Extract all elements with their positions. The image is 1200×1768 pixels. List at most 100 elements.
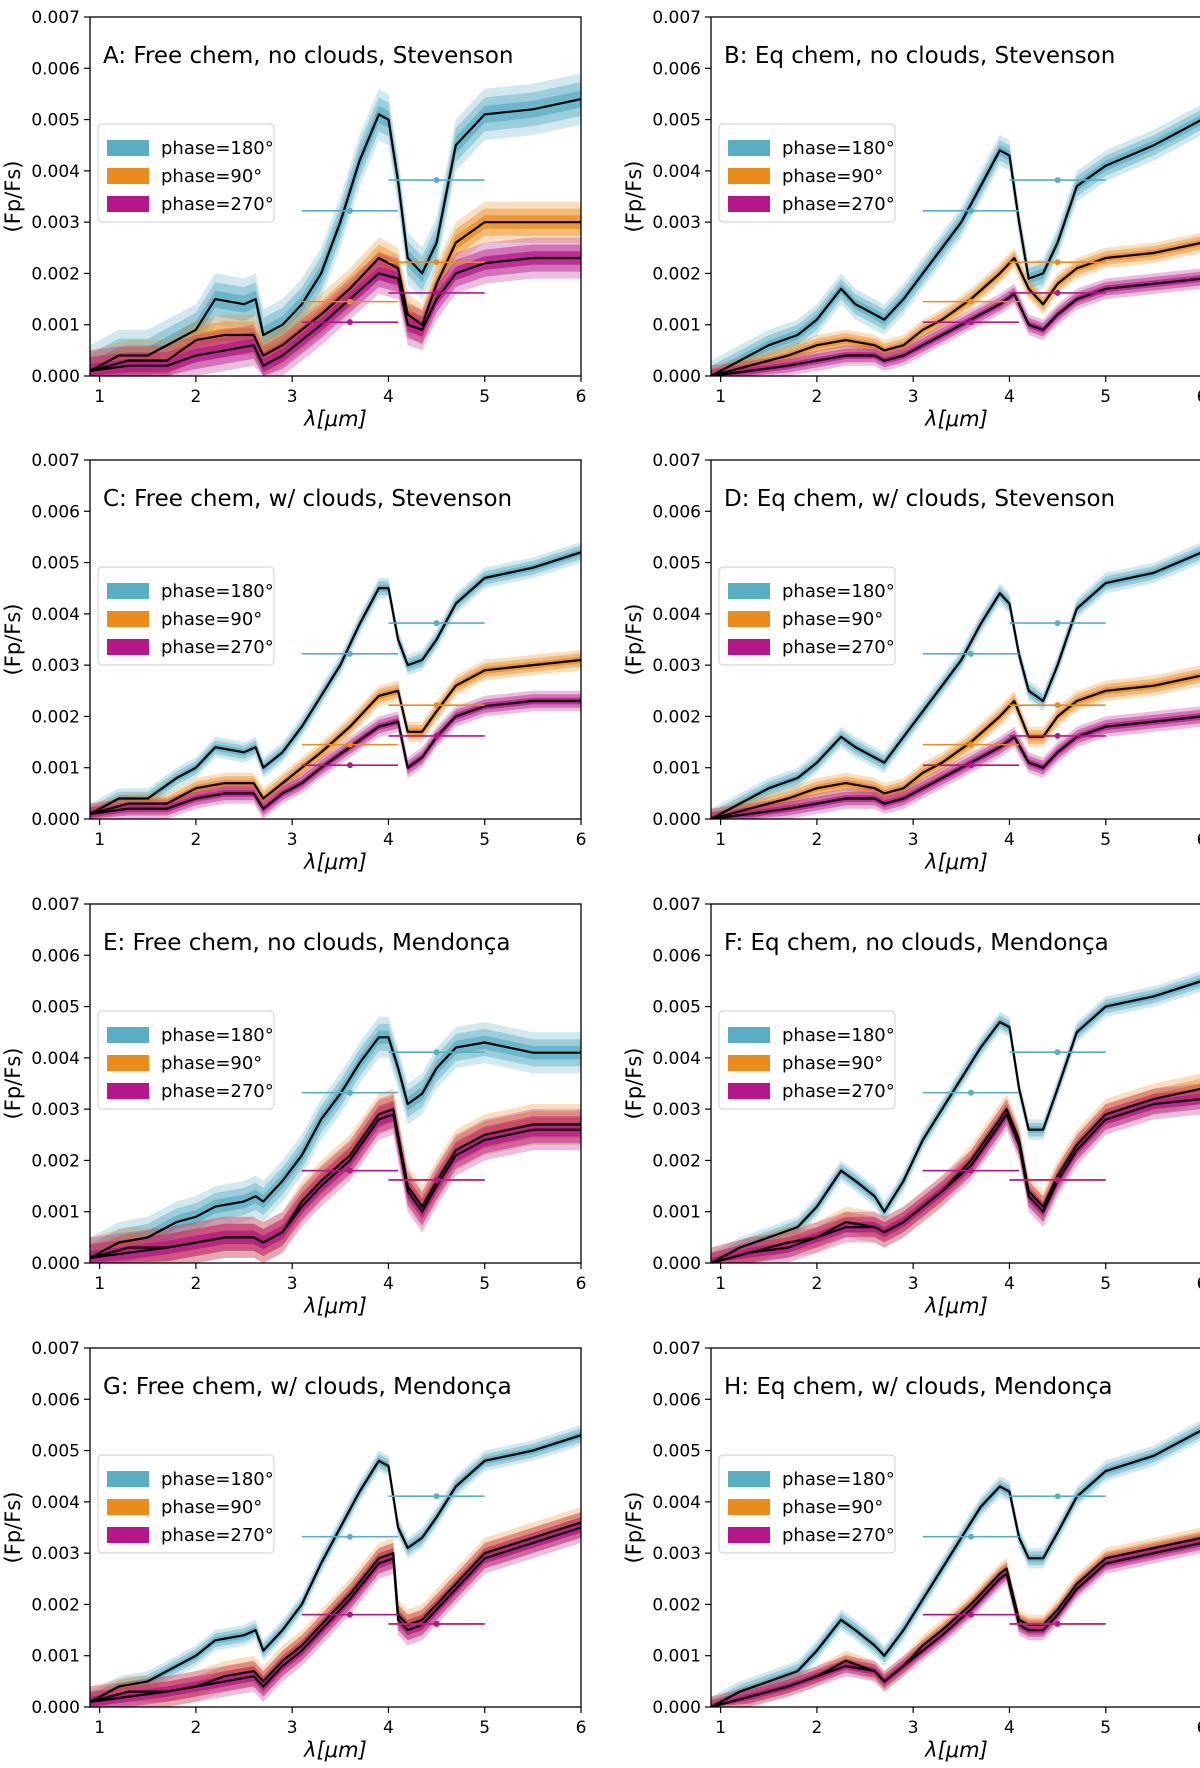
band-phase180-1 <box>711 971 1200 1263</box>
x-axis-label: λ[μm] <box>303 850 367 874</box>
y-axis-label: (Fp/Fs) <box>622 604 646 676</box>
panel-a: 1 2 3 4 5 6 0.000 0.001 0.002 0.003 0.004 0.005 0.00… <box>1 8 586 431</box>
plot-area <box>711 542 1200 819</box>
x-tick-label: 3 <box>287 1274 298 1294</box>
legend-swatch <box>728 1027 770 1043</box>
x-tick-label: 1 <box>715 1718 726 1738</box>
y-tick-label: 0.006 <box>31 946 80 966</box>
band-phase180-2 <box>711 546 1200 819</box>
observation-point <box>1054 1176 1061 1183</box>
legend: phase=180° phase=90° phase=270° <box>97 1454 275 1554</box>
legend: phase=180° phase=90° phase=270° <box>97 1010 275 1110</box>
y-tick-label: 0.004 <box>652 605 701 625</box>
y-tick-label: 0.002 <box>652 1151 701 1171</box>
observation-point <box>346 207 353 214</box>
panel-title: H: Eq chem, w/ clouds, Mendonça <box>724 1374 1113 1400</box>
y-tick-label: 0.003 <box>652 1100 701 1120</box>
observation-point <box>433 702 440 709</box>
y-tick-label: 0.000 <box>652 810 701 830</box>
legend: phase=180° phase=90° phase=270° <box>97 566 275 666</box>
x-tick-label: 2 <box>190 1718 201 1738</box>
legend-swatch <box>107 140 149 156</box>
x-tick-label: 4 <box>1004 1274 1015 1294</box>
legend-swatch <box>107 1055 149 1071</box>
observation-point <box>967 1167 974 1174</box>
legend-label: phase=90° <box>161 166 262 187</box>
observation-point <box>967 298 974 305</box>
line-phase270 <box>90 1113 581 1259</box>
legend-swatch <box>728 1527 770 1543</box>
observation-point <box>433 259 440 266</box>
y-axis-label: (Fp/Fs) <box>1 1048 25 1120</box>
y-tick-label: 0.005 <box>652 554 701 574</box>
observation-point <box>433 1620 440 1627</box>
axes-frame <box>89 903 582 1264</box>
legend-label: phase=180° <box>161 581 274 602</box>
observation-point <box>1054 259 1061 266</box>
y-tick-label: 0.005 <box>31 1442 80 1462</box>
y-tick-label: 0.003 <box>652 656 701 676</box>
observation-point <box>1054 289 1061 296</box>
band-phase270-3 <box>711 713 1200 819</box>
legend-swatch <box>107 1027 149 1043</box>
axes-frame <box>89 1347 582 1708</box>
observation-point <box>967 741 974 748</box>
y-tick-label: 0.001 <box>31 1203 80 1223</box>
y-axis-label: (Fp/Fs) <box>622 1492 646 1564</box>
plot-area <box>711 1420 1200 1707</box>
y-tick-label: 0.006 <box>652 502 701 522</box>
plot-area <box>90 1424 581 1707</box>
plot-area <box>90 1016 581 1263</box>
x-tick-label: 3 <box>287 387 298 407</box>
legend-label: phase=90° <box>782 1497 883 1518</box>
band-phase270-1 <box>711 1083 1200 1263</box>
legend-swatch <box>728 1471 770 1487</box>
y-tick-label: 0.005 <box>652 1442 701 1462</box>
y-tick-label: 0.005 <box>31 111 80 131</box>
observation-point <box>1054 620 1061 627</box>
legend-label: phase=270° <box>782 637 895 658</box>
x-axis-label: λ[μm] <box>303 1294 367 1318</box>
band-phase90-1 <box>711 1073 1200 1263</box>
observation-point <box>346 319 353 326</box>
observation-point <box>433 1049 440 1056</box>
line-phase270 <box>711 715 1200 819</box>
legend-swatch <box>728 140 770 156</box>
x-tick-label: 5 <box>479 1274 490 1294</box>
y-tick-label: 0.003 <box>31 656 80 676</box>
y-tick-label: 0.003 <box>652 213 701 233</box>
y-tick-label: 0.000 <box>31 1254 80 1274</box>
panel-h: 1 2 3 4 5 6 0.000 0.001 0.002 0.003 0.004 0.005 0.00… <box>622 1339 1200 1762</box>
legend-swatch <box>107 168 149 184</box>
y-tick-label: 0.005 <box>652 998 701 1018</box>
x-axis-label: λ[μm] <box>303 1738 367 1762</box>
line-phase270 <box>711 277 1200 376</box>
x-tick-label: 5 <box>1100 1718 1111 1738</box>
legend: phase=180° phase=90° phase=270° <box>718 566 896 666</box>
panel-title: E: Free chem, no clouds, Mendonça <box>103 930 511 956</box>
y-tick-label: 0.004 <box>652 1049 701 1069</box>
line-phase90 <box>711 1537 1200 1707</box>
band-phase180-1 <box>711 105 1200 376</box>
legend-label: phase=270° <box>161 194 274 215</box>
observation-point <box>346 1533 353 1540</box>
y-tick-label: 0.004 <box>652 1493 701 1513</box>
line-phase90 <box>711 674 1200 819</box>
x-tick-label: 3 <box>287 1718 298 1738</box>
legend-swatch <box>728 1055 770 1071</box>
line-phase270 <box>90 699 581 815</box>
band-phase270-3 <box>90 251 581 376</box>
line-phase180 <box>711 1429 1200 1707</box>
line-phase270 <box>711 1098 1200 1263</box>
observation-point <box>967 207 974 214</box>
legend-swatch <box>107 1471 149 1487</box>
y-tick-label: 0.003 <box>31 1100 80 1120</box>
x-tick-label: 1 <box>715 1274 726 1294</box>
line-phase90 <box>90 1521 581 1703</box>
axes-frame <box>710 1347 1200 1708</box>
y-tick-label: 0.002 <box>652 264 701 284</box>
legend-swatch <box>107 196 149 212</box>
observation-point <box>967 1089 974 1096</box>
x-tick-label: 3 <box>908 830 919 850</box>
band-phase180-1 <box>90 1424 581 1707</box>
